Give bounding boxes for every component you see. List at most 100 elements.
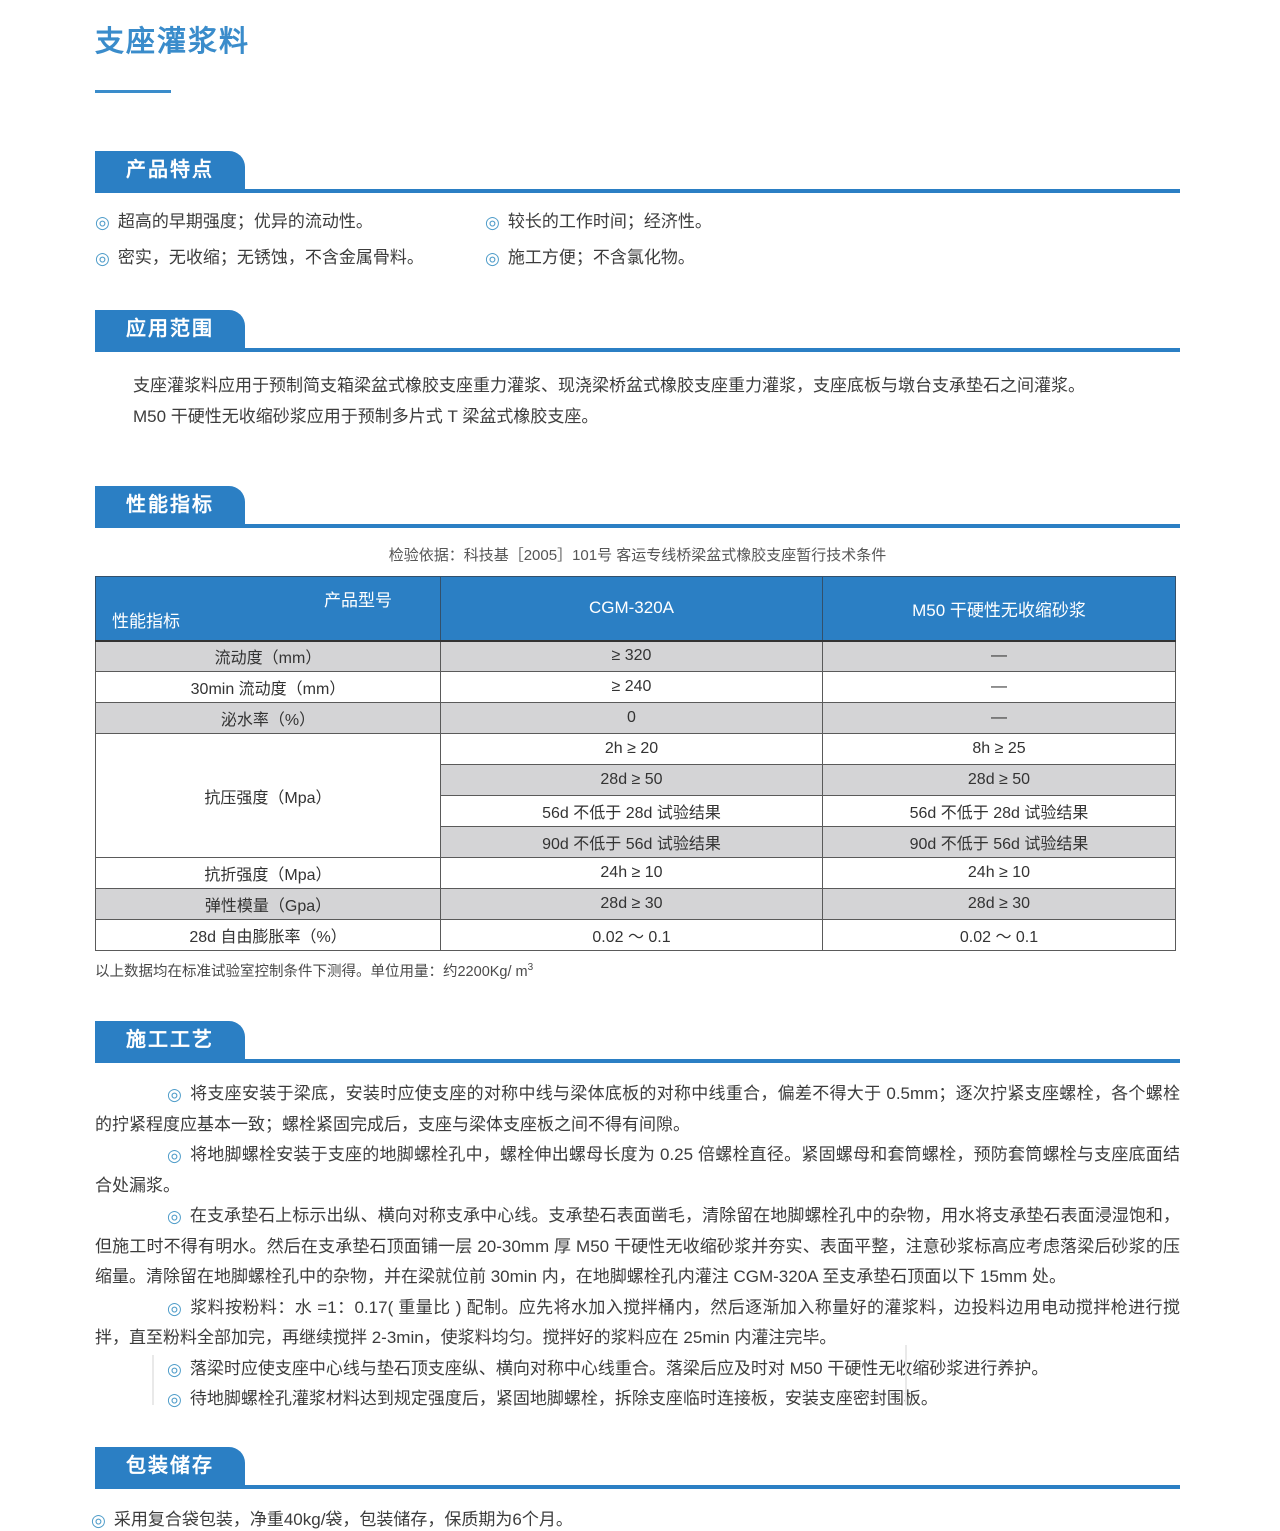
footnote-superscript: 3 [527, 962, 534, 974]
cell-value: 24h ≥ 10 [440, 857, 823, 889]
header-product-model: 产品型号 [324, 591, 392, 610]
row-label: 弹性模量（Gpa） [95, 888, 441, 920]
cell-value: 56d 不低于 28d 试验结果 [440, 795, 823, 827]
bullseye-bullet-icon: ◎ [485, 213, 500, 232]
step-text: 将支座安装于梁底，安装时应使支座的对称中线与梁体底板的对称中线重合，偏差不得大于… [95, 1084, 1180, 1134]
performance-table: 产品型号 性能指标 CGM-320A M50 干硬性无收缩砂浆 流动度（mm） … [95, 576, 1176, 951]
application-paragraphs: 支座灌浆料应用于预制简支箱梁盆式橡胶支座重力灌浆、现浇梁桥盆式橡胶支座重力灌浆，… [95, 370, 1180, 432]
step-text: 将地脚螺栓安装于支座的地脚螺栓孔中，螺栓伸出螺母长度为 0.25 倍螺栓直径。紧… [95, 1145, 1180, 1195]
table-row: 弹性模量（Gpa） 28d ≥ 30 28d ≥ 30 [95, 888, 1176, 920]
table-row: 抗压强度（Mpa） 2h ≥ 20 8h ≥ 25 [95, 733, 1176, 858]
bullseye-bullet-icon: ◎ [95, 249, 110, 268]
feature-text: 密实，无收缩；无锈蚀，不含金属骨料。 [117, 248, 424, 267]
features-list: ◎ 超高的早期强度；优异的流动性。 ◎ 较长的工作时间；经济性。 ◎ 密实，无收缩；无… [95, 207, 1180, 268]
row-label: 流动度（mm） [95, 640, 441, 672]
section-tab-features: 产品特点 [95, 151, 245, 189]
cell-value: 0.02 ～ 0.1 [822, 919, 1176, 951]
table-row: 抗折强度（Mpa） 24h ≥ 10 24h ≥ 10 [95, 857, 1176, 889]
paragraph: M50 干硬性无收缩砂浆应用于预制多片式 T 梁盆式橡胶支座。 [133, 407, 599, 426]
cell-value: ≥ 320 [440, 640, 823, 672]
section-tab-process: 施工工艺 [95, 1021, 245, 1059]
cell-value: — [822, 702, 1176, 734]
table-row: 30min 流动度（mm） ≥ 240 — [95, 671, 1176, 703]
step-text: 待地脚螺栓孔灌浆材料达到规定强度后，紧固地脚螺栓，拆除支座临时连接板，安装支座密… [189, 1389, 938, 1408]
list-item: ◎ 施工方便；不含氯化物。 [485, 243, 1180, 268]
section-process: 施工工艺 ◎ 将支座安装于梁底，安装时应使支座的对称中线与梁体底板的对称中线重合，… [95, 1021, 1180, 1415]
feature-text: 超高的早期强度；优异的流动性。 [117, 212, 373, 231]
bullseye-bullet-icon: ◎ [167, 1359, 182, 1379]
section-packaging: 包装储存 ◎ 采用复合袋包装，净重40kg/袋，包装储存，保质期为6个月。 [91, 1446, 1180, 1530]
process-steps: ◎ 将支座安装于梁底，安装时应使支座的对称中线与梁体底板的对称中线重合，偏差不得大… [95, 1079, 1180, 1415]
section-performance: 性能指标 检验依据：科技基［2005］101号 客运专线桥梁盆式橡胶支座暂行技术… [95, 486, 1180, 981]
step-text: 在支承垫石上标示出纵、横向对称支承中心线。支承垫石表面凿毛，清除留在地脚螺栓孔中… [95, 1206, 1180, 1286]
column-header-m50: M50 干硬性无收缩砂浆 [822, 576, 1176, 642]
cell-value: 24h ≥ 10 [822, 857, 1176, 889]
feature-text: 较长的工作时间；经济性。 [507, 212, 712, 231]
section-header-features: 产品特点 [95, 151, 1180, 193]
row-label-compressive-strength: 抗压强度（Mpa） [95, 733, 441, 858]
bullseye-bullet-icon: ◎ [167, 1085, 182, 1104]
section-header-application: 应用范围 [95, 310, 1180, 352]
packaging-item: ◎ 采用复合袋包装，净重40kg/袋，包装储存，保质期为6个月。 [91, 1505, 1180, 1530]
packaging-text: 采用复合袋包装，净重40kg/袋，包装储存，保质期为6个月。 [113, 1509, 573, 1529]
list-item: ◎ 密实，无收缩；无锈蚀，不含金属骨料。 [95, 243, 485, 268]
process-step: ◎ 将地脚螺栓安装于支座的地脚螺栓孔中，螺栓伸出螺母长度为 0.25 倍螺栓直径。… [95, 1140, 1180, 1201]
process-step: ◎ 在支承垫石上标示出纵、横向对称支承中心线。支承垫石表面凿毛，清除留在地脚螺栓孔… [95, 1201, 1180, 1293]
cell-value: 56d 不低于 28d 试验结果 [822, 795, 1176, 827]
cell-value: ≥ 240 [440, 671, 823, 703]
bullseye-bullet-icon: ◎ [91, 1510, 106, 1530]
paragraph: 支座灌浆料应用于预制简支箱梁盆式橡胶支座重力灌浆、现浇梁桥盆式橡胶支座重力灌浆，… [133, 376, 1085, 395]
table-row: 90d 不低于 56d 试验结果 90d 不低于 56d 试验结果 [96, 826, 1176, 858]
process-step: ◎ 落梁时应使支座中心线与垫石顶支座纵、横向对称中心线重合。落梁后应及时对 M50… [95, 1354, 1180, 1385]
list-item: ◎ 较长的工作时间；经济性。 [485, 207, 1180, 232]
cell-value: — [822, 640, 1176, 672]
bullseye-bullet-icon: ◎ [485, 249, 500, 268]
bullseye-bullet-icon: ◎ [167, 1390, 182, 1409]
bullseye-bullet-icon: ◎ [167, 1207, 182, 1226]
table-row: 56d 不低于 28d 试验结果 56d 不低于 28d 试验结果 [96, 795, 1176, 827]
cell-value: 8h ≥ 25 [822, 733, 1176, 765]
header-performance-index: 性能指标 [112, 611, 180, 631]
step-text: 浆料按粉料：水 =1：0.17( 重量比 ) 配制。应先将水加入搅拌桶内，然后逐… [95, 1297, 1180, 1348]
section-features: 产品特点 ◎ 超高的早期强度；优异的流动性。 ◎ 较长的工作时间；经济性。 ◎ 密实，… [95, 151, 1180, 268]
cell-value: 28d ≥ 30 [822, 888, 1176, 920]
section-header-process: 施工工艺 [95, 1021, 1180, 1063]
page-content: 支座灌浆料 产品特点 ◎ 超高的早期强度；优异的流动性。 ◎ 较长的工作时间；经济性… [91, 0, 1180, 1530]
table-header-row: 产品型号 性能指标 CGM-320A M50 干硬性无收缩砂浆 [95, 576, 1176, 642]
process-step: ◎ 浆料按粉料：水 =1：0.17( 重量比 ) 配制。应先将水加入搅拌桶内，然后… [95, 1293, 1180, 1354]
watermark-line [905, 1345, 907, 1405]
bullseye-bullet-icon: ◎ [167, 1146, 182, 1165]
row-label: 抗折强度（Mpa） [95, 857, 441, 889]
bullseye-bullet-icon: ◎ [167, 1298, 182, 1318]
cell-value: 90d 不低于 56d 试验结果 [822, 826, 1176, 858]
cell-value: 0.02 ～ 0.1 [440, 919, 823, 951]
cell-value: — [822, 671, 1176, 703]
section-tab-performance: 性能指标 [95, 486, 245, 524]
page-title: 支座灌浆料 [95, 26, 251, 58]
title-underline [95, 90, 171, 93]
cell-value: 28d ≥ 30 [440, 888, 823, 920]
process-step: ◎ 待地脚螺栓孔灌浆材料达到规定强度后，紧固地脚螺栓，拆除支座临时连接板，安装支座… [95, 1384, 1180, 1415]
table-footnote: 以上数据均在标准试验室控制条件下测得。单位用量：约2200Kg/ m3 [95, 960, 1180, 981]
table-row: 泌水率（%） 0 — [95, 702, 1176, 734]
watermark-line [152, 1355, 154, 1405]
table-row: 28d ≥ 50 28d ≥ 50 [96, 764, 1176, 796]
step-text: 落梁时应使支座中心线与垫石顶支座纵、横向对称中心线重合。落梁后应及时对 M50 … [189, 1358, 1049, 1378]
bullseye-bullet-icon: ◎ [95, 213, 110, 232]
section-application: 应用范围 支座灌浆料应用于预制简支箱梁盆式橡胶支座重力灌浆、现浇梁桥盆式橡胶支座… [95, 310, 1180, 432]
footnote-text: 以上数据均在标准试验室控制条件下测得。单位用量：约2200Kg/ m [95, 964, 528, 980]
cell-value: 90d 不低于 56d 试验结果 [440, 826, 823, 858]
section-tab-packaging: 包装储存 [95, 1446, 245, 1485]
cell-value: 28d ≥ 50 [822, 764, 1176, 796]
cell-value: 28d ≥ 50 [440, 764, 823, 796]
table-row: 28d 自由膨胀率（%） 0.02 ～ 0.1 0.02 ～ 0.1 [95, 919, 1176, 951]
cell-value: 0 [440, 702, 823, 734]
section-header-packaging: 包装储存 [95, 1446, 1180, 1489]
row-label: 30min 流动度（mm） [95, 671, 441, 703]
section-tab-application: 应用范围 [95, 310, 245, 348]
diagonal-header-cell: 产品型号 性能指标 [95, 576, 441, 642]
test-basis-text: 检验依据：科技基［2005］101号 客运专线桥梁盆式橡胶支座暂行技术条件 [388, 547, 887, 564]
feature-text: 施工方便；不含氯化物。 [507, 248, 695, 267]
column-header-cgm320a: CGM-320A [440, 576, 823, 642]
cell-value: 2h ≥ 20 [440, 733, 823, 765]
